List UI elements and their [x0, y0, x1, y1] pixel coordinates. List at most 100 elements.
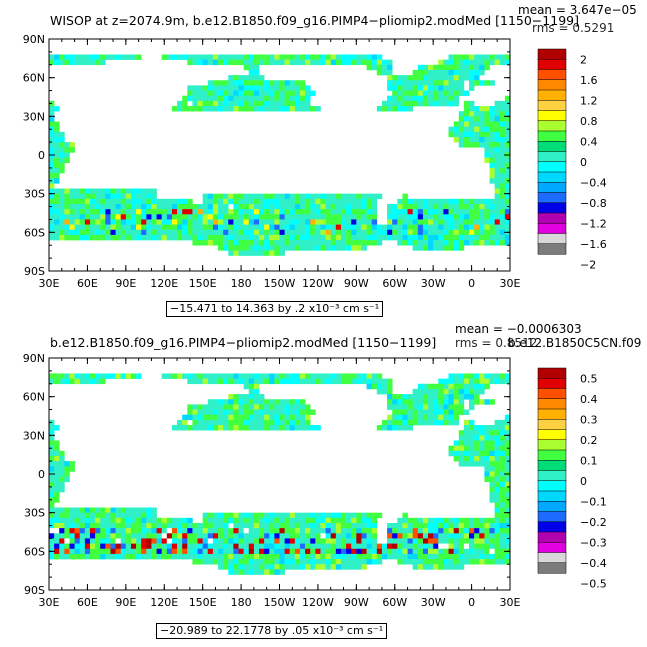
ocean-cell — [95, 548, 101, 555]
ocean-cell — [499, 528, 506, 534]
ocean-cell — [458, 388, 465, 395]
ocean-cell — [130, 229, 137, 236]
ocean-cell — [474, 80, 480, 86]
ocean-cell — [489, 538, 495, 544]
ocean-cell — [54, 126, 60, 133]
x-tick-label: 30E — [39, 596, 60, 609]
ocean-cell — [243, 80, 250, 86]
ocean-cell — [54, 193, 60, 200]
ocean-cell — [463, 394, 470, 400]
ocean-cell — [417, 419, 424, 426]
ocean-cell — [356, 543, 362, 550]
ocean-cell — [248, 214, 255, 220]
ocean-cell — [504, 224, 511, 231]
ocean-cell — [479, 234, 485, 241]
ocean-cell — [463, 419, 470, 426]
ocean-cell — [448, 85, 454, 91]
ocean-cell — [238, 224, 244, 231]
ocean-cell — [182, 533, 188, 539]
ocean-cell — [64, 517, 70, 524]
ocean-cell — [356, 245, 362, 251]
ocean-cell — [361, 528, 367, 534]
ocean-cell — [238, 569, 244, 575]
ocean-cell — [125, 224, 132, 231]
ocean-cell — [361, 219, 367, 225]
ocean-cell — [484, 131, 490, 138]
ocean-cell — [171, 209, 178, 215]
ocean-cell — [428, 214, 434, 220]
ocean-cell — [397, 100, 403, 107]
ocean-cell — [79, 214, 86, 220]
colorbar-label: −0.4 — [580, 176, 607, 189]
ocean-cell — [381, 425, 388, 431]
ocean-cell — [49, 512, 55, 519]
ocean-cell — [279, 425, 285, 431]
ocean-cell — [110, 507, 116, 513]
ocean-cell — [494, 522, 501, 529]
ocean-cell — [64, 147, 70, 153]
ocean-cell — [161, 198, 168, 205]
ocean-cell — [233, 538, 239, 544]
ocean-cell — [428, 80, 434, 86]
ocean-cell — [115, 533, 122, 539]
ocean-cell — [243, 203, 250, 210]
ocean-cell — [228, 106, 234, 112]
ocean-cell — [253, 399, 260, 405]
ocean-cell — [361, 517, 367, 524]
ocean-cell — [458, 219, 465, 225]
ocean-cell — [253, 100, 260, 107]
ocean-cell — [402, 548, 408, 555]
ocean-cell — [489, 126, 495, 133]
ocean-cell — [269, 399, 275, 405]
ocean-cell — [192, 85, 198, 91]
ocean-cell — [340, 193, 347, 200]
ocean-cell — [366, 234, 372, 241]
ocean-cell — [136, 553, 142, 560]
ocean-cell — [74, 507, 81, 513]
ocean-cell — [474, 388, 480, 395]
ocean-cell — [84, 373, 91, 379]
ocean-cell — [54, 54, 60, 60]
ocean-cell — [335, 548, 342, 555]
ocean-cell — [305, 95, 311, 102]
ocean-cell — [49, 147, 55, 153]
ocean-cell — [84, 507, 91, 513]
ocean-cell — [202, 54, 209, 60]
ocean-cell — [284, 414, 291, 421]
ocean-cell — [202, 559, 209, 565]
ocean-cell — [177, 517, 183, 524]
ocean-cell — [110, 209, 116, 215]
ocean-cell — [166, 548, 173, 555]
ocean-cell — [299, 95, 306, 102]
ocean-cell — [387, 85, 393, 91]
ocean-cell — [284, 373, 291, 379]
colorbar-label: −2 — [580, 258, 596, 271]
ocean-cell — [494, 131, 501, 138]
ocean-cell — [64, 157, 70, 164]
ocean-cell — [279, 245, 285, 251]
ocean-cell — [125, 538, 132, 544]
ocean-cell — [269, 517, 275, 524]
ocean-cell — [259, 250, 265, 256]
ocean-cell — [330, 229, 337, 236]
ocean-cell — [207, 203, 214, 210]
ocean-cell — [484, 471, 490, 477]
ocean-cell — [151, 219, 157, 225]
ocean-cell — [218, 378, 224, 385]
ocean-cell — [330, 559, 337, 565]
ocean-cell — [499, 492, 506, 498]
ocean-cell — [130, 512, 137, 519]
ocean-cell — [433, 553, 439, 560]
ocean-cell — [146, 522, 152, 529]
ocean-cell — [453, 522, 460, 529]
x-tick-label: 90W — [344, 277, 369, 290]
ocean-cell — [233, 522, 239, 529]
ocean-cell — [489, 121, 495, 127]
ocean-cell — [428, 414, 434, 421]
ocean-cell — [259, 538, 265, 544]
ocean-cell — [274, 234, 280, 241]
ocean-cell — [284, 198, 291, 205]
ocean-cell — [269, 229, 275, 236]
ocean-cell — [469, 388, 475, 395]
ocean-cell — [115, 538, 122, 544]
